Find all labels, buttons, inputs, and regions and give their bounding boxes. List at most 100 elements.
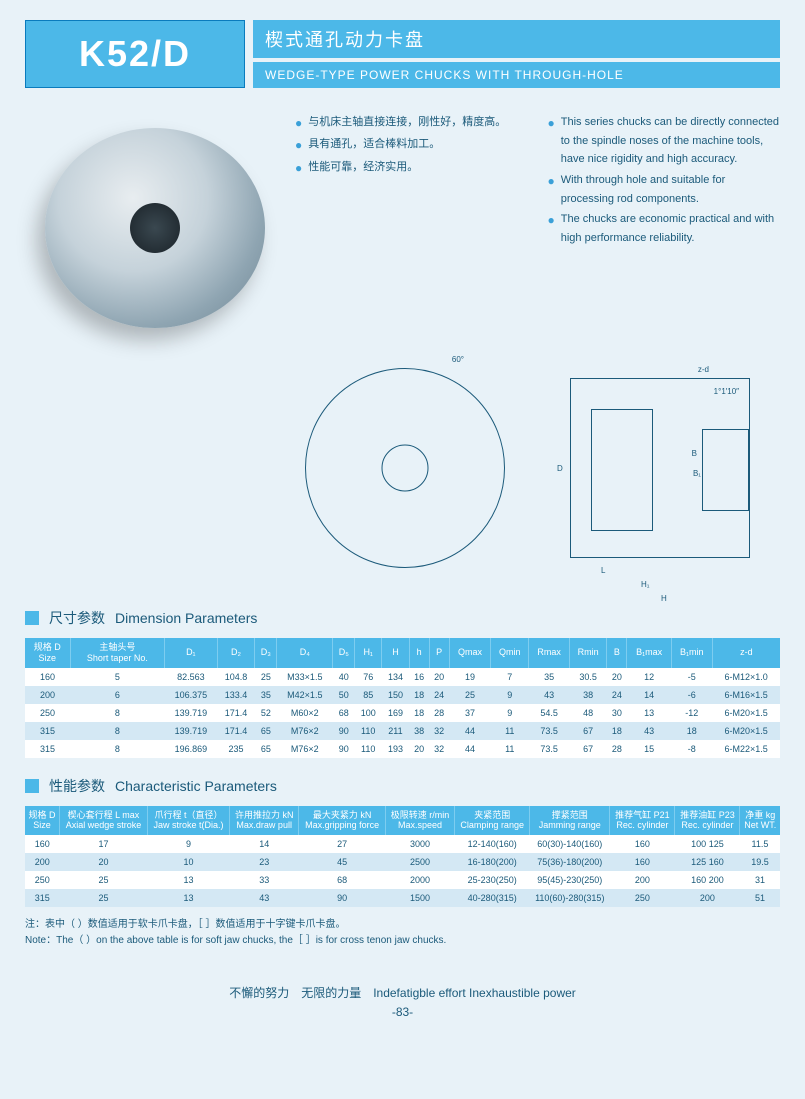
table-cell: 6-M22×1.5 [712,740,780,758]
table-cell: 16-180(200) [455,853,530,871]
table-cell: 6 [70,686,165,704]
table-row: 160582.563104.825M33×1.54076134162019735… [25,668,780,686]
table-cell: 25-230(250) [455,871,530,889]
table-cell: 50 [333,686,355,704]
column-header: 撑紧范围Jamming range [530,806,610,836]
feature-item: ●性能可靠，经济实用。 [295,158,528,178]
table-row: 2006106.375133.435M42×1.5508515018242594… [25,686,780,704]
table-cell: 43 [529,686,570,704]
dimension-table: 规格 DSize主轴头号Short taper No.D₁D₂D₃D₄D₅H₁H… [25,638,780,758]
column-header: Qmin [491,638,529,668]
feature-item: ●With through hole and suitable for proc… [548,171,781,208]
section-dimension-title: 尺寸参数 Dimension Parameters [25,608,780,628]
table-cell: 40-280(315) [455,889,530,907]
table-cell: 35 [529,668,570,686]
column-header: Qmax [449,638,491,668]
top-section: ●与机床主轴直接连接，刚性好，精度高。●具有通孔，适合棒料加工。●性能可靠，经济… [25,113,780,343]
table-row: 3158139.719171.465M76×290110211383244117… [25,722,780,740]
feature-text: The chucks are economic practical and wi… [561,210,780,247]
features-en: ●This series chucks can be directly conn… [548,113,781,343]
table-cell: 315 [25,889,59,907]
feature-item: ●与机床主轴直接连接，刚性好，精度高。 [295,113,528,133]
note-en: Note：The（ ）on the above table is for sof… [25,933,780,949]
table-cell: 193 [382,740,409,758]
table-cell: 75(36)-180(200) [530,853,610,871]
table-cell: 82.563 [165,668,217,686]
characteristic-table: 规格 DSize楔心套行程 L maxAxial wedge stroke爪行程… [25,806,780,908]
table-cell: 134 [382,668,409,686]
table-cell: 13 [147,871,229,889]
table-cell: 60(30)-140(160) [530,835,610,853]
table-cell: 169 [382,704,409,722]
table-cell: 30 [607,704,627,722]
table-cell: 6-M20×1.5 [712,722,780,740]
column-header: P [429,638,449,668]
column-header: Rmax [529,638,570,668]
table-cell: 20 [409,740,429,758]
table-cell: 110(60)-280(315) [530,889,610,907]
table-cell: 44 [449,740,491,758]
zd-label: z-d [698,365,709,374]
table-cell: 139.719 [165,704,217,722]
table-cell: 110 [355,740,382,758]
table-cell: 85 [355,686,382,704]
side-view-diagram: z-d 1°1′10″ B B₁ D L H₁ H [540,353,780,583]
table-cell: 1500 [385,889,454,907]
table-cell: -8 [671,740,712,758]
table-cell: 52 [255,704,277,722]
table-cell: -5 [671,668,712,686]
bullet-icon: ● [548,113,555,133]
B1-label: B₁ [693,469,701,478]
table-cell: 18 [409,704,429,722]
column-header: B₁min [671,638,712,668]
table-cell: 24 [607,686,627,704]
table-cell: 40 [333,668,355,686]
table-cell: 17 [59,835,147,853]
table-cell: 43 [627,722,671,740]
front-view-diagram: 60° [290,353,520,583]
table-cell: 110 [355,722,382,740]
table-cell: 25 [59,871,147,889]
table-cell: 18 [409,686,429,704]
table-cell: 37 [449,704,491,722]
table-cell: 65 [255,740,277,758]
table-cell: 11 [491,722,529,740]
table-cell: 2500 [385,853,454,871]
H1-label: H₁ [641,580,649,589]
table-cell: 15 [627,740,671,758]
slogan: 不懈的努力 无限的力量 Indefatigble effort Inexhaus… [25,984,780,1001]
table-cell: 73.5 [529,722,570,740]
table-cell: 68 [333,704,355,722]
table-cell: 8 [70,740,165,758]
table-cell: 95(45)-230(250) [530,871,610,889]
column-header: 楔心套行程 L maxAxial wedge stroke [59,806,147,836]
table-cell: 11 [491,740,529,758]
table-cell: M76×2 [277,722,333,740]
table-cell: 28 [429,704,449,722]
table-cell: 7 [491,668,529,686]
H-label: H [661,594,667,603]
table-note: 注：表中（ ）数值适用于软卡爪卡盘，［ ］数值适用于十字键卡爪卡盘。 Note：… [25,917,780,949]
table-cell: 2000 [385,871,454,889]
table-cell: 18 [607,722,627,740]
bullet-icon: ● [548,210,555,230]
table-cell: 196.869 [165,740,217,758]
table-cell: 6-M20×1.5 [712,704,780,722]
bullet-icon: ● [548,171,555,191]
table-cell: 24 [429,686,449,704]
table-cell: 20 [59,853,147,871]
table-cell: 23 [229,853,298,871]
table-cell: 25 [255,668,277,686]
table-cell: 19.5 [740,853,780,871]
table-cell: M76×2 [277,740,333,758]
table-row: 25025133368200025-230(250)95(45)-230(250… [25,871,780,889]
table-cell: 160 [25,835,59,853]
table-cell: 18 [671,722,712,740]
table-cell: 14 [627,686,671,704]
section-characteristic-title: 性能参数 Characteristic Parameters [25,776,780,796]
table-row: 31525134390150040-280(315)110(60)-280(31… [25,889,780,907]
model-code: K52/D [25,20,245,88]
column-header: 主轴头号Short taper No. [70,638,165,668]
note-cn: 注：表中（ ）数值适用于软卡爪卡盘，［ ］数值适用于十字键卡爪卡盘。 [25,917,780,933]
dim-table-header: 规格 DSize主轴头号Short taper No.D₁D₂D₃D₄D₅H₁H… [25,638,780,668]
